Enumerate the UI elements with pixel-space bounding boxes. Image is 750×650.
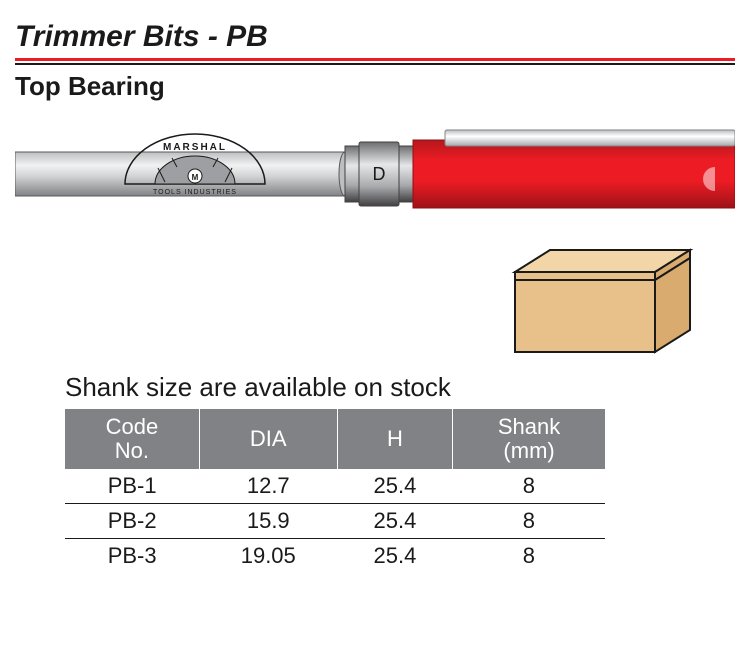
col-dia: DIA	[199, 409, 337, 469]
cell-dia: 19.05	[199, 539, 337, 574]
cell-dia: 12.7	[199, 469, 337, 504]
table-row: PB-3 19.05 25.4 8	[65, 539, 605, 574]
table-row: PB-1 12.7 25.4 8	[65, 469, 605, 504]
cell-code: PB-2	[65, 504, 199, 539]
table-caption: Shank size are available on stock	[65, 372, 735, 403]
rule-red	[15, 58, 735, 61]
cell-shank: 8	[453, 504, 605, 539]
svg-text:MARSHAL: MARSHAL	[163, 142, 227, 153]
table-row: PB-2 15.9 25.4 8	[65, 504, 605, 539]
svg-text:M: M	[192, 173, 199, 182]
table-header-row: Code No. DIA H Shank (mm)	[65, 409, 605, 469]
dim-label: D	[373, 164, 386, 184]
cell-shank: 8	[453, 539, 605, 574]
page-subtitle: Top Bearing	[15, 71, 735, 102]
col-h: H	[337, 409, 452, 469]
cell-h: 25.4	[337, 504, 452, 539]
cell-code: PB-3	[65, 539, 199, 574]
cell-shank: 8	[453, 469, 605, 504]
cell-dia: 15.9	[199, 504, 337, 539]
col-shank: Shank (mm)	[453, 409, 605, 469]
bit-illustration: D M MARSHAL TOOLS INDUSTRIES	[15, 112, 735, 232]
svg-text:TOOLS INDUSTRIES: TOOLS INDUSTRIES	[153, 189, 237, 196]
cell-code: PB-1	[65, 469, 199, 504]
col-code: Code No.	[65, 409, 199, 469]
rule-black	[15, 63, 735, 65]
cell-h: 25.4	[337, 539, 452, 574]
cell-h: 25.4	[337, 469, 452, 504]
spec-table: Code No. DIA H Shank (mm) PB-1 12.7 25.4…	[65, 409, 605, 573]
wood-block-illustration	[495, 242, 695, 362]
page-title: Trimmer Bits - PB	[15, 20, 735, 54]
